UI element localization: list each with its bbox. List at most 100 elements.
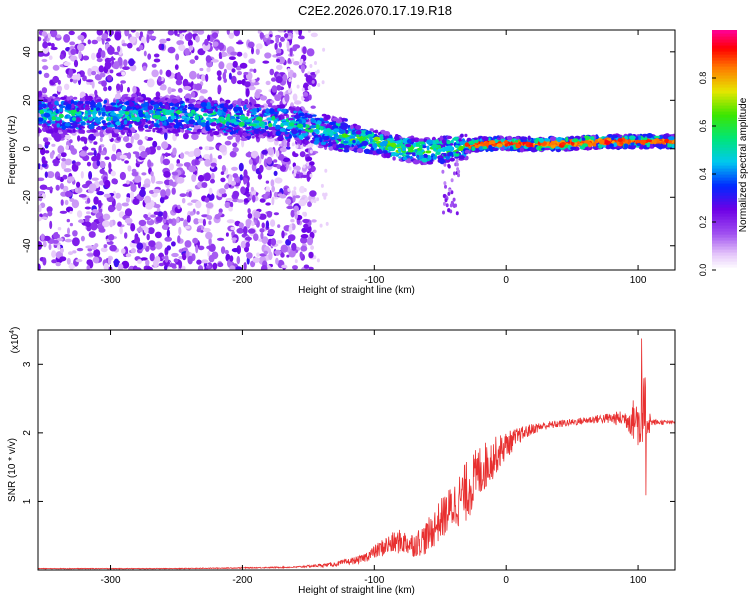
- spectrogram-noise-cell: [99, 137, 103, 143]
- spectrogram-noise-cell: [66, 218, 71, 223]
- spectrogram-noise-cell: [38, 36, 42, 42]
- spectrogram-ridge-cell: [96, 102, 102, 107]
- spectrogram-ridge-cell: [122, 106, 127, 110]
- spectrogram-noise-cell: [151, 69, 159, 78]
- spectrogram-noise-cell: [96, 36, 102, 42]
- spectrogram-noise-cell: [71, 199, 80, 209]
- spectrogram-ridge-cell: [443, 152, 447, 157]
- spectrogram-ridge-cell: [153, 103, 160, 109]
- spectrogram-ridge-cell: [155, 108, 163, 112]
- spectrogram-noise-cell: [304, 197, 308, 202]
- spectrogram-noise-cell: [202, 227, 211, 233]
- spectrogram-noise-cell: [199, 89, 208, 94]
- spectrogram-ridge-cell: [180, 119, 185, 123]
- spectrogram-ridge-cell: [504, 143, 508, 147]
- spectrogram-ridge-cell: [180, 124, 184, 127]
- spectrogram-noise-cell: [146, 218, 155, 226]
- spectrogram-noise-cell: [120, 80, 126, 84]
- spectrogram-noise-cell: [184, 48, 190, 56]
- spectrogram-noise-cell: [271, 85, 278, 93]
- spectrogram-noise-cell: [178, 260, 183, 269]
- spectrogram-ridge-cell: [317, 145, 324, 149]
- spectrogram-noise-cell: [292, 45, 298, 52]
- spectrogram-noise-cell: [159, 69, 163, 75]
- spectrogram-ridge-cell: [43, 112, 51, 118]
- spectrogram-noise-cell: [284, 93, 290, 103]
- spectrogram-noise-cell: [107, 257, 112, 265]
- spectrogram-noise-cell: [45, 187, 54, 190]
- spectrogram-ridge-cell: [56, 123, 60, 128]
- spectrogram-noise-cell: [166, 229, 171, 238]
- spectrogram-ridge-cell: [210, 122, 216, 126]
- spectrogram-noise-cell: [142, 65, 147, 71]
- spectrogram-ridge-cell: [78, 129, 85, 134]
- spectrogram-ridge-cell: [271, 115, 276, 121]
- snr-x-tick-label: 100: [630, 575, 647, 586]
- spectrogram-noise-cell: [38, 216, 42, 222]
- spectrogram-noise-cell: [237, 71, 242, 76]
- spectrogram-ridge-cell: [653, 135, 661, 139]
- spectrogram-noise-cell: [146, 34, 150, 44]
- spectrogram-noise-cell: [310, 105, 316, 109]
- spectrogram-noise-cell: [184, 225, 191, 229]
- spectrogram-noise-cell: [251, 221, 255, 227]
- spectrogram-ridge-cell: [241, 101, 245, 106]
- spectrogram-ridge-cell: [372, 143, 378, 149]
- spectrogram-tail-cell: [442, 210, 445, 215]
- spectrogram-ridge-cell: [91, 129, 97, 133]
- spectrogram-ridge-cell: [582, 143, 589, 148]
- spectrogram-noise-cell: [228, 32, 235, 39]
- spectrogram-noise-cell: [309, 161, 315, 166]
- spectrogram-noise-cell: [236, 51, 243, 57]
- spectrogram-noise-cell: [196, 228, 202, 233]
- spectrogram-ridge-cell: [481, 136, 489, 142]
- spectrogram-noise-cell: [232, 173, 239, 179]
- spectrogram-noise-cell: [68, 68, 73, 78]
- spectrogram-ridge-cell: [565, 136, 569, 142]
- spectrogram-noise-cell: [76, 247, 84, 252]
- spectrogram-noise-cell: [146, 233, 150, 241]
- spectrogram-noise-cell: [176, 217, 180, 224]
- spectrogram-noise-cell: [278, 41, 282, 48]
- spectrogram-ridge-cell: [75, 117, 81, 123]
- spectrogram-noise-cell: [311, 219, 317, 223]
- spectrogram-noise-cell: [210, 162, 217, 167]
- spectrogram-ridge-cell: [47, 120, 51, 124]
- spectrogram-ridge-cell: [64, 122, 71, 127]
- spectrogram-ridge-cell: [325, 128, 332, 133]
- spectrogram-noise-cell: [140, 151, 148, 158]
- spectrogram-ridge-cell: [390, 142, 397, 148]
- spectrogram-noise-cell: [243, 52, 248, 59]
- spectrogram-noise-cell: [130, 30, 136, 33]
- spectrogram-ridge-cell: [72, 117, 77, 121]
- spectrogram-noise-cell: [179, 193, 187, 198]
- spectrogram-ridge-cell: [464, 133, 468, 138]
- spectrogram-noise-cell: [308, 94, 312, 101]
- spectrogram-noise-cell: [229, 255, 234, 262]
- spectrogram-noise-cell: [275, 35, 280, 44]
- spectrogram-noise-cell: [124, 160, 129, 164]
- spectrogram-noise-cell: [201, 182, 208, 188]
- spectrogram-noise-cell: [302, 92, 309, 97]
- spectrogram-noise-cell: [227, 135, 233, 140]
- spectrogram-ridge-cell: [279, 128, 286, 132]
- spectrogram-noise-cell: [286, 141, 290, 148]
- spectrogram-noise-cell: [273, 191, 278, 198]
- spectrogram-noise-cell: [224, 249, 229, 255]
- spectrogram-ridge-cell: [646, 133, 653, 139]
- spectrogram-x-tick-label: -200: [232, 275, 252, 286]
- spectrogram-noise-cell: [113, 61, 120, 70]
- spectrogram-noise-cell: [113, 258, 120, 268]
- spectrogram-noise-cell: [238, 222, 244, 229]
- spectrogram-noise-cell: [230, 226, 235, 231]
- spectrogram-y-tick-label: -40: [22, 238, 33, 253]
- spectrogram-noise-cell: [177, 235, 181, 244]
- spectrogram-noise-cell: [69, 139, 73, 144]
- spectrogram-noise-cell: [254, 90, 261, 99]
- spectrogram-noise-cell: [166, 38, 171, 42]
- spectrogram-noise-cell: [204, 197, 210, 203]
- spectrogram-noise-cell: [98, 199, 102, 209]
- spectrogram-noise-cell: [212, 262, 218, 270]
- spectrogram-ridge-cell: [527, 135, 531, 141]
- spectrogram-x-tick-label: 0: [503, 275, 509, 286]
